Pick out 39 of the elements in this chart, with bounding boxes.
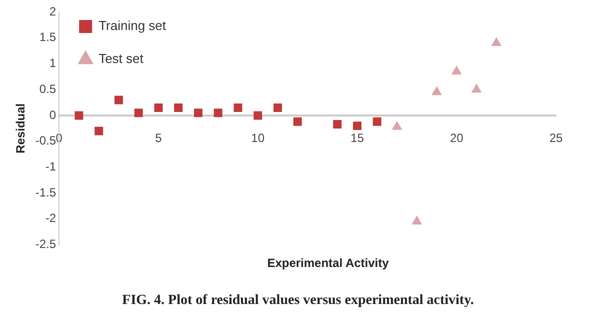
x-tick-label: 20 [450, 130, 464, 145]
y-tick-label: 0.5 [39, 82, 56, 96]
y-tick-label: -1 [45, 160, 56, 174]
y-tick-label: 2 [49, 4, 56, 18]
x-tick-label: 5 [155, 130, 162, 145]
point [154, 103, 163, 112]
point [234, 103, 242, 112]
caption: FIG. 4. Plot of residual values versus experimental activity. [121, 293, 475, 309]
point [214, 108, 222, 118]
x-axis-title: Experimental Activity [266, 256, 390, 270]
y-tick-label: 1.5 [39, 30, 56, 44]
y-tick-label: 1 [49, 56, 56, 70]
y-tick-label: -2.5 [35, 237, 56, 252]
y-tick-label: 0 [49, 108, 56, 122]
legend-label: Test set [98, 51, 144, 66]
y-tick-label: -2 [45, 211, 56, 226]
point [134, 108, 143, 118]
point [194, 108, 202, 118]
point [491, 37, 502, 46]
point [94, 126, 104, 136]
point [254, 111, 262, 120]
x-tick-label: 25 [549, 130, 563, 145]
point [273, 103, 282, 112]
point [372, 117, 382, 126]
point [432, 86, 442, 96]
legend-label: Training set [98, 18, 166, 34]
x-tick-label: 15 [350, 130, 364, 145]
point [174, 103, 183, 112]
point [74, 111, 84, 120]
y-tick-label: -0.5 [35, 134, 56, 148]
point [471, 84, 482, 93]
point [293, 117, 302, 126]
y-tick-label: -1.5 [35, 185, 56, 200]
point [451, 65, 462, 74]
point [114, 96, 123, 104]
x-tick-label: 10 [251, 130, 265, 145]
point [333, 120, 342, 129]
point [352, 122, 362, 130]
y-axis-title: Residual [14, 103, 28, 154]
